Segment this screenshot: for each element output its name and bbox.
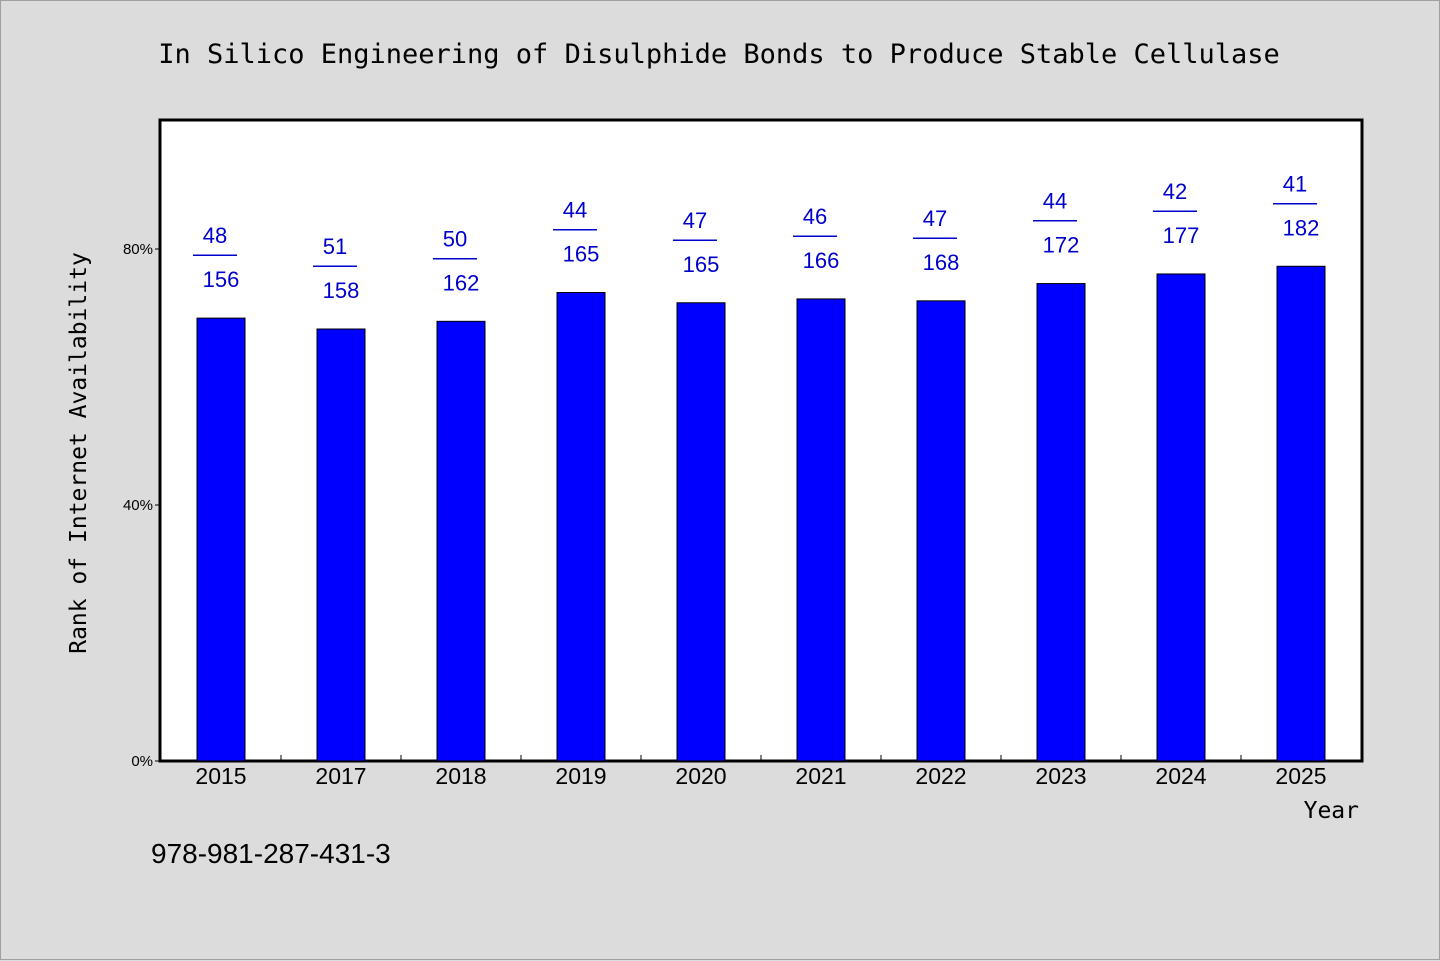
data-label-bottom-2017: 158	[323, 278, 360, 303]
data-label-separator-2015: ——	[193, 241, 237, 266]
x-tick-label-2018: 2018	[435, 763, 486, 789]
x-axis-ticks: 2015 2017 2018 2019 2020 2021 2022 2023 2024 2025	[195, 755, 1327, 789]
bar-2023	[1036, 283, 1086, 762]
x-tick-label-2025: 2025	[1275, 763, 1326, 789]
x-tick-label-2015: 2015	[195, 763, 246, 789]
data-label-separator-2017: ——	[313, 252, 357, 277]
data-label-top-2015: 48	[203, 223, 227, 248]
footer-isbn: 978-981-287-431-3	[151, 838, 391, 869]
y-axis-label: Rank of Internet Availability	[66, 252, 92, 654]
bars-group	[196, 265, 1326, 762]
x-tick-label-2021: 2021	[795, 763, 846, 789]
y-tick-label-80: 80%	[123, 241, 153, 258]
data-label-separator-2019: ——	[553, 216, 597, 241]
data-label-top-2023: 44	[1043, 189, 1067, 214]
data-label-bottom-2019: 165	[563, 242, 600, 267]
data-label-top-2019: 44	[563, 198, 587, 223]
bar-2024	[1156, 273, 1206, 762]
data-label-top-2025: 41	[1283, 171, 1307, 196]
data-label-separator-2023: ——	[1033, 207, 1077, 232]
chart-title: In Silico Engineering of Disulphide Bond…	[158, 39, 1280, 70]
data-label-top-2024: 42	[1163, 179, 1187, 204]
data-label-separator-2020: ——	[673, 226, 717, 251]
x-tick-label-2020: 2020	[675, 763, 726, 789]
data-label-separator-2022: ——	[913, 224, 957, 249]
x-tick-label-2022: 2022	[915, 763, 966, 789]
x-tick-label-2024: 2024	[1155, 763, 1206, 789]
data-label-top-2017: 51	[323, 234, 347, 259]
x-axis-label: Year	[1304, 798, 1359, 824]
data-label-bottom-2025: 182	[1283, 215, 1320, 240]
data-label-bottom-2024: 177	[1163, 223, 1200, 248]
y-tick-label-0: 0%	[131, 753, 153, 770]
bar-2015	[196, 317, 246, 762]
data-label-bottom-2020: 165	[683, 252, 720, 277]
y-tick-label-40: 40%	[123, 497, 153, 514]
data-label-bottom-2022: 168	[923, 250, 960, 275]
data-label-separator-2024: ——	[1153, 197, 1197, 222]
data-labels-group: 48——15651——15850——16244——16547——16546——1…	[193, 171, 1319, 303]
data-label-bottom-2018: 162	[443, 270, 480, 295]
y-axis-ticks: 0% 40% 80%	[123, 241, 161, 770]
x-tick-label-2017: 2017	[315, 763, 366, 789]
data-label-top-2022: 47	[923, 206, 947, 231]
bar-2020	[676, 302, 726, 762]
data-label-top-2020: 47	[683, 208, 707, 233]
x-tick-label-2019: 2019	[555, 763, 606, 789]
bar-2019	[556, 292, 606, 762]
bar-2025	[1276, 265, 1326, 762]
data-label-bottom-2023: 172	[1043, 233, 1080, 258]
bar-2017	[316, 328, 366, 762]
data-label-separator-2021: ——	[793, 222, 837, 247]
data-label-separator-2025: ——	[1273, 189, 1317, 214]
x-tick-label-2023: 2023	[1035, 763, 1086, 789]
data-label-bottom-2021: 166	[803, 248, 840, 273]
data-label-top-2021: 46	[803, 204, 827, 229]
bar-2022	[916, 300, 966, 762]
bar-2021	[796, 298, 846, 762]
bar-2018	[436, 320, 486, 762]
data-label-top-2018: 50	[443, 226, 467, 251]
data-label-separator-2018: ——	[433, 244, 477, 269]
data-label-bottom-2015: 156	[203, 267, 240, 292]
